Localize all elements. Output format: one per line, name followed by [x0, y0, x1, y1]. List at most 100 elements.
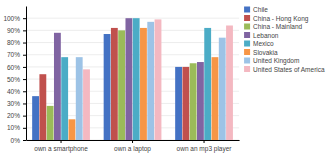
y-tick-mark: [23, 91, 26, 92]
legend-swatch: [244, 49, 250, 55]
bar: [197, 62, 204, 140]
y-axis: 0% 10% 20% 30% 40% 50% 60% 70% 80% 90% 100%: [3, 7, 26, 144]
bar: [39, 74, 46, 140]
y-tick-label: 0%: [11, 137, 21, 144]
y-tick: 100%: [3, 15, 26, 22]
legend-swatch: [244, 24, 250, 30]
bar: [133, 18, 140, 140]
x-tick-label: own a laptop: [114, 145, 151, 153]
y-tick-mark: [23, 79, 26, 80]
y-tick-label: 20%: [7, 112, 20, 119]
y-tick: 50%: [7, 76, 26, 83]
x-axis: own a smartphone own a laptop own an mp3 p…: [27, 140, 240, 153]
x-tick: own an mp3 player: [177, 140, 233, 153]
y-tick-label: 70%: [7, 51, 20, 58]
y-tick: 60%: [7, 63, 26, 70]
legend-item: Mexico: [244, 40, 274, 47]
grid: [26, 18, 239, 140]
y-axis-line: [26, 7, 27, 141]
legend-label: United Kingdom: [253, 57, 299, 65]
y-tick-mark: [23, 43, 26, 44]
series: [83, 19, 233, 140]
legend-item: United States of America: [244, 66, 325, 73]
x-tick-label: own a smartphone: [34, 145, 88, 153]
x-tick-mark: [61, 140, 62, 143]
legend-label: Chile: [253, 6, 268, 13]
y-tick-label: 30%: [7, 100, 20, 107]
bar: [190, 63, 197, 140]
bar: [125, 18, 132, 140]
legend-item: China - Mainland: [244, 23, 303, 30]
legend-item: Slovakia: [244, 49, 278, 56]
bar: [54, 33, 61, 140]
bar: [182, 67, 189, 140]
legend-swatch: [244, 32, 250, 38]
bar: [147, 22, 154, 140]
legend-label: Mexico: [253, 40, 274, 47]
series: [69, 28, 219, 140]
y-tick: 30%: [7, 100, 26, 107]
legend-swatch: [244, 58, 250, 64]
bar: [61, 57, 68, 140]
x-tick: own a laptop: [114, 140, 151, 153]
y-tick: 10%: [7, 124, 26, 131]
bar: [226, 25, 233, 140]
chart: Chile China - Hong KongChina - Mainland Le…: [0, 0, 328, 154]
bar: [212, 57, 219, 140]
y-tick-mark: [23, 128, 26, 129]
legend-label: China - Mainland: [253, 23, 303, 30]
y-tick-label: 60%: [7, 63, 20, 70]
page: {"chart_data": {"type": "bar", "categori…: [0, 0, 328, 154]
bar: [155, 19, 162, 140]
bar: [32, 96, 39, 140]
bar: [104, 34, 111, 140]
y-tick-mark: [23, 103, 26, 104]
y-tick: 70%: [7, 51, 26, 58]
series: [39, 28, 189, 140]
y-tick: 80%: [7, 39, 26, 46]
bar: [175, 67, 182, 140]
legend-swatch: [244, 66, 250, 72]
grid-line: [26, 18, 239, 19]
bar: [204, 28, 211, 140]
bar: [83, 69, 90, 140]
series: [61, 18, 211, 140]
series: [47, 30, 197, 140]
chart-container: Chile China - Hong KongChina - Mainland Le…: [0, 0, 328, 154]
bar: [111, 28, 118, 140]
legend-label: United States of America: [253, 66, 325, 73]
x-tick: own a smartphone: [34, 140, 88, 153]
legend-item: United Kingdom: [244, 57, 299, 65]
legend: Chile China - Hong KongChina - Mainland Le…: [244, 6, 325, 73]
x-tick-mark: [132, 140, 133, 143]
bar: [118, 30, 125, 140]
legend-label: China - Hong Kong: [253, 15, 309, 23]
bar: [47, 106, 54, 140]
series: [54, 18, 204, 140]
y-tick-label: 100%: [3, 15, 20, 22]
y-tick-mark: [23, 30, 26, 31]
x-tick-mark: [204, 140, 205, 143]
legend-item: Lebanon: [244, 32, 279, 39]
legend-item: China - Hong Kong: [244, 15, 309, 23]
y-tick: 0%: [11, 137, 26, 144]
y-tick-label: 80%: [7, 39, 20, 46]
legend-label: Slovakia: [253, 49, 278, 56]
plot: 0% 10% 20% 30% 40% 50% 60% 70% 80% 90% 100% own a s…: [3, 7, 239, 153]
y-tick-label: 50%: [7, 76, 20, 83]
legend-swatch: [244, 7, 250, 13]
series: [76, 22, 226, 140]
bar: [219, 38, 226, 140]
bar: [76, 57, 83, 140]
bar: [140, 28, 147, 140]
y-tick-mark: [23, 67, 26, 68]
y-tick-mark: [23, 116, 26, 117]
y-tick-mark: [23, 18, 26, 19]
y-tick: 90%: [7, 27, 26, 34]
bars: [32, 18, 233, 140]
y-tick-label: 10%: [7, 124, 20, 131]
legend-label: Lebanon: [253, 32, 279, 39]
y-tick-label: 40%: [7, 88, 20, 95]
y-tick-mark: [23, 140, 26, 141]
y-tick-label: 90%: [7, 27, 20, 34]
